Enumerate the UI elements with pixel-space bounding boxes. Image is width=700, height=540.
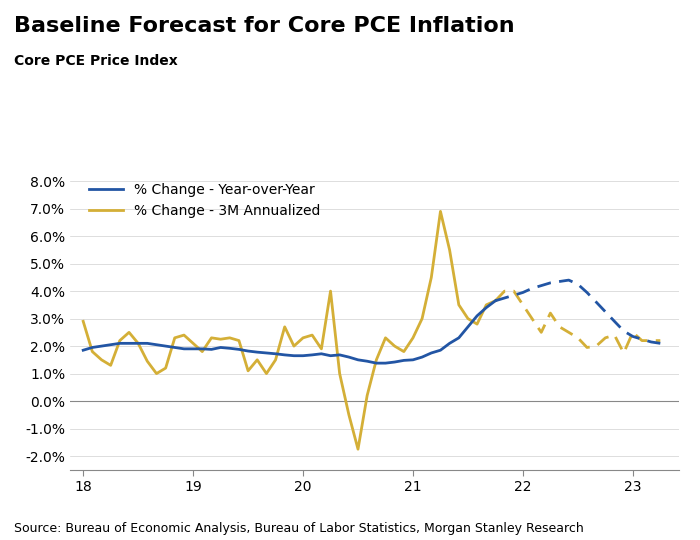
Text: Source: Bureau of Economic Analysis, Bureau of Labor Statistics, Morgan Stanley : Source: Bureau of Economic Analysis, Bur… xyxy=(14,522,584,535)
Text: Core PCE Price Index: Core PCE Price Index xyxy=(14,54,178,68)
Legend: % Change - Year-over-Year, % Change - 3M Annualized: % Change - Year-over-Year, % Change - 3M… xyxy=(83,177,326,224)
Text: Baseline Forecast for Core PCE Inflation: Baseline Forecast for Core PCE Inflation xyxy=(14,16,514,36)
